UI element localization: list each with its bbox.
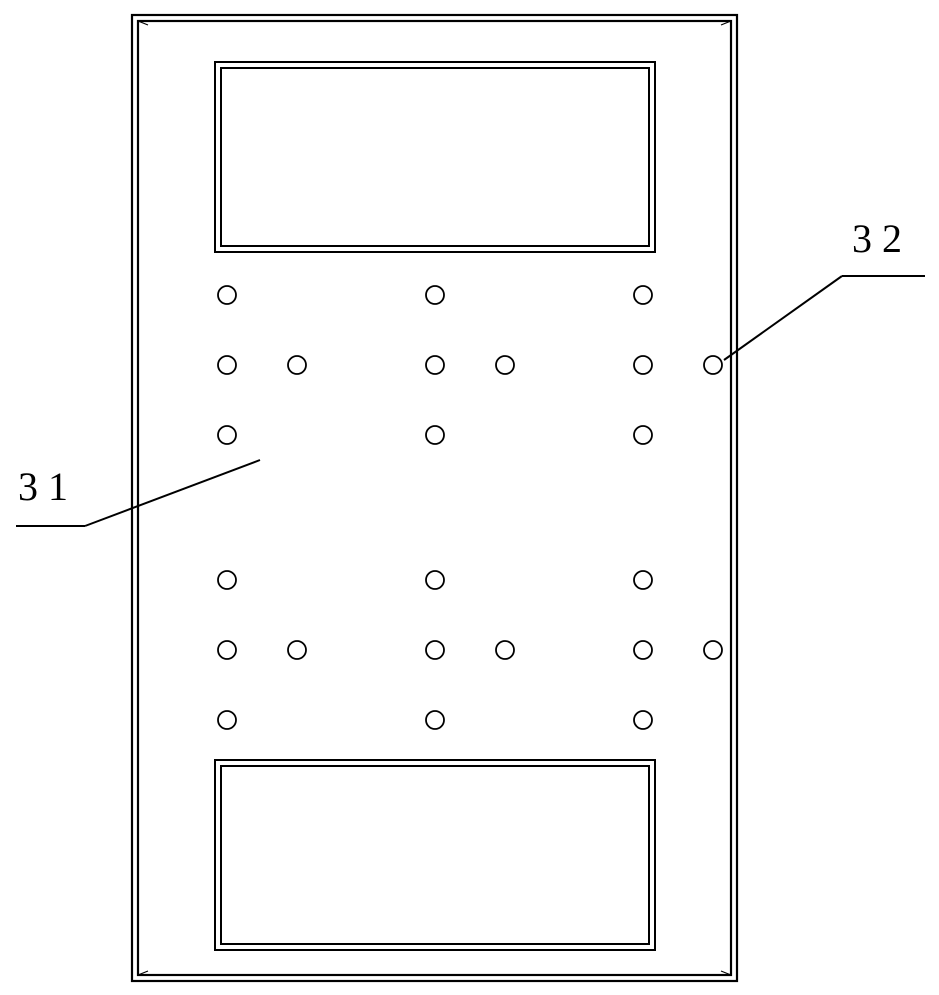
cutout-1-inner [221,766,649,944]
cutout-0-outer [215,62,655,252]
label-31: 3 1 [18,464,68,509]
cutout-1-outer [215,760,655,950]
cutout-0-inner [221,68,649,246]
bottom-hole [634,571,652,589]
top-hole [634,286,652,304]
bottom-hole [218,641,236,659]
top-hole-extra [496,356,514,374]
label-32: 3 2 [852,216,902,261]
top-hole [426,426,444,444]
top-hole [634,426,652,444]
top-hole [426,356,444,374]
bottom-hole [426,571,444,589]
bottom-hole [426,711,444,729]
top-hole [218,286,236,304]
bottom-hole [426,641,444,659]
top-hole [218,356,236,374]
panel-outer-rect [132,15,737,981]
leader-31 [85,460,260,526]
top-hole [426,286,444,304]
engineering-drawing: 3 1 3 2 [0,0,939,995]
bottom-hole [218,571,236,589]
bottom-hole [634,711,652,729]
top-hole [634,356,652,374]
leader-32 [724,276,842,360]
bottom-hole [218,711,236,729]
bottom-hole-extra [288,641,306,659]
top-hole-extra [288,356,306,374]
bottom-hole [634,641,652,659]
top-hole-extra [704,356,722,374]
bottom-hole-extra [704,641,722,659]
bottom-hole-extra [496,641,514,659]
panel-inner-rect [138,21,731,975]
top-hole [218,426,236,444]
